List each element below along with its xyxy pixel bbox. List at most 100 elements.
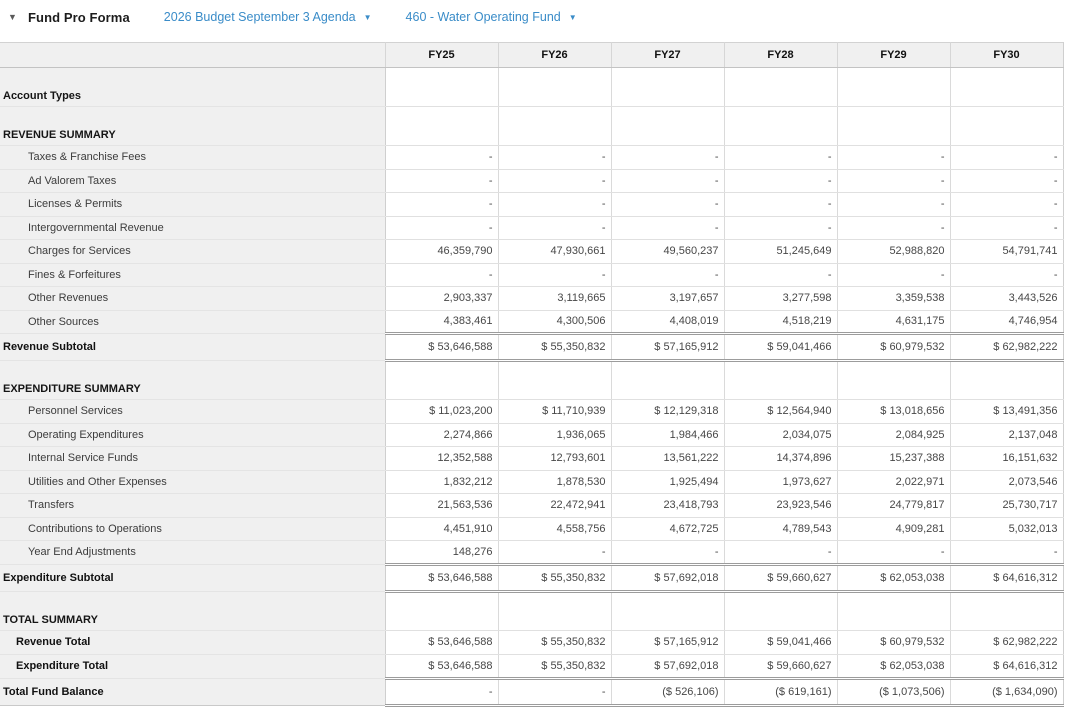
- value-cell: 54,791,741: [950, 239, 1064, 264]
- col-header-fy25: FY25: [385, 42, 499, 68]
- col-header-fy29: FY29: [837, 42, 951, 68]
- value-cell: $ 11,023,200: [385, 399, 499, 424]
- row-label: Transfers: [0, 493, 386, 518]
- value-cell: $ 62,053,038: [837, 562, 951, 593]
- value-cell: $ 57,165,912: [611, 630, 725, 655]
- value-cell: [498, 360, 612, 400]
- value-cell: $ 55,350,832: [498, 630, 612, 655]
- value-cell: 4,300,506: [498, 310, 612, 334]
- value-cell: [611, 67, 725, 107]
- value-cell: -: [611, 263, 725, 287]
- value-cell: 1,973,627: [724, 470, 838, 494]
- value-cell: -: [385, 216, 499, 240]
- value-cell: 3,277,598: [724, 286, 838, 311]
- value-cell: [611, 591, 725, 631]
- row-label: EXPENDITURE SUMMARY: [0, 360, 386, 400]
- corner-header-cell: [0, 42, 386, 68]
- value-cell: [498, 591, 612, 631]
- value-cell: ($ 1,073,506): [837, 678, 951, 707]
- value-cell: 12,793,601: [498, 446, 612, 471]
- value-cell: 2,034,075: [724, 423, 838, 447]
- value-cell: 3,119,665: [498, 286, 612, 311]
- row-label: Fines & Forfeitures: [0, 263, 386, 287]
- chevron-down-icon: ▼: [568, 12, 577, 22]
- value-cell: -: [498, 678, 612, 707]
- value-cell: -: [498, 216, 612, 240]
- value-cell: 24,779,817: [837, 493, 951, 518]
- value-cell: 4,672,725: [611, 517, 725, 541]
- value-cell: -: [950, 192, 1064, 217]
- value-cell: -: [611, 145, 725, 170]
- row-label: Charges for Services: [0, 239, 386, 264]
- row-label: Taxes & Franchise Fees: [0, 145, 386, 170]
- pro-forma-table: FY25 FY26 FY27 FY28 FY29 FY30 Account Types RE…: [0, 42, 1064, 707]
- collapse-triangle-icon[interactable]: ▼: [8, 11, 17, 22]
- value-cell: -: [498, 192, 612, 217]
- value-cell: 46,359,790: [385, 239, 499, 264]
- row-label: Revenue Total: [0, 630, 386, 655]
- page-title: Fund Pro Forma: [28, 9, 130, 25]
- value-cell: -: [837, 192, 951, 217]
- value-cell: -: [611, 192, 725, 217]
- value-cell: -: [385, 145, 499, 170]
- row-label: Contributions to Operations: [0, 517, 386, 541]
- table-row: Licenses & Permits - - - - - -: [0, 192, 1064, 217]
- value-cell: $ 53,646,588: [385, 332, 499, 362]
- row-label: Expenditure Subtotal: [0, 564, 386, 592]
- value-cell: -: [724, 192, 838, 217]
- value-cell: 2,137,048: [950, 423, 1064, 447]
- value-cell: 4,383,461: [385, 310, 499, 334]
- table-row: Operating Expenditures 2,274,866 1,936,065…: [0, 423, 1064, 447]
- value-cell: 51,245,649: [724, 239, 838, 264]
- value-cell: $ 13,491,356: [950, 399, 1064, 424]
- value-cell: $ 12,564,940: [724, 399, 838, 424]
- value-cell: -: [724, 145, 838, 170]
- value-cell: -: [498, 145, 612, 170]
- value-cell: 23,923,546: [724, 493, 838, 518]
- row-label: TOTAL SUMMARY: [0, 591, 386, 631]
- value-cell: [724, 591, 838, 631]
- budget-version-dropdown[interactable]: 2026 Budget September 3 Agenda ▼: [164, 10, 372, 24]
- table-row: Internal Service Funds 12,352,588 12,793,6…: [0, 446, 1064, 471]
- row-label: Internal Service Funds: [0, 446, 386, 471]
- chevron-down-icon: ▼: [363, 12, 372, 22]
- table-row: TOTAL SUMMARY: [0, 591, 1064, 631]
- table-row: Utilities and Other Expenses 1,832,212 1,8…: [0, 470, 1064, 494]
- value-cell: [611, 106, 725, 146]
- value-cell: 14,374,896: [724, 446, 838, 471]
- value-cell: [950, 360, 1064, 400]
- value-cell: 4,746,954: [950, 310, 1064, 334]
- value-cell: 2,073,546: [950, 470, 1064, 494]
- value-cell: 2,274,866: [385, 423, 499, 447]
- value-cell: -: [724, 263, 838, 287]
- value-cell: $ 11,710,939: [498, 399, 612, 424]
- value-cell: $ 59,660,627: [724, 654, 838, 680]
- fund-selector-dropdown[interactable]: 460 - Water Operating Fund ▼: [406, 10, 577, 24]
- row-label: Revenue Subtotal: [0, 333, 386, 361]
- value-cell: $ 55,350,832: [498, 654, 612, 680]
- value-cell: 12,352,588: [385, 446, 499, 471]
- value-cell: $ 59,660,627: [724, 562, 838, 593]
- value-cell: [385, 360, 499, 400]
- value-cell: -: [385, 678, 499, 707]
- value-cell: 148,276: [385, 540, 499, 565]
- value-cell: -: [724, 540, 838, 565]
- value-cell: -: [611, 169, 725, 193]
- row-label: Intergovernmental Revenue: [0, 216, 386, 240]
- row-label: Other Sources: [0, 310, 386, 334]
- value-cell: [837, 67, 951, 107]
- value-cell: 4,909,281: [837, 517, 951, 541]
- value-cell: [724, 67, 838, 107]
- value-cell: -: [837, 169, 951, 193]
- value-cell: -: [837, 263, 951, 287]
- value-cell: 4,451,910: [385, 517, 499, 541]
- table-row: Year End Adjustments 148,276- - - - -: [0, 540, 1064, 565]
- value-cell: 3,443,526: [950, 286, 1064, 311]
- table-row: Taxes & Franchise Fees - - - - - -: [0, 145, 1064, 170]
- table-row: Ad Valorem Taxes - - - - - -: [0, 169, 1064, 193]
- value-cell: [611, 360, 725, 400]
- value-cell: $ 55,350,832: [498, 562, 612, 593]
- value-cell: ($ 526,106): [611, 678, 725, 707]
- pro-forma-table-wrap: FY25 FY26 FY27 FY28 FY29 FY30 Account Types RE…: [0, 42, 1064, 707]
- value-cell: -: [498, 263, 612, 287]
